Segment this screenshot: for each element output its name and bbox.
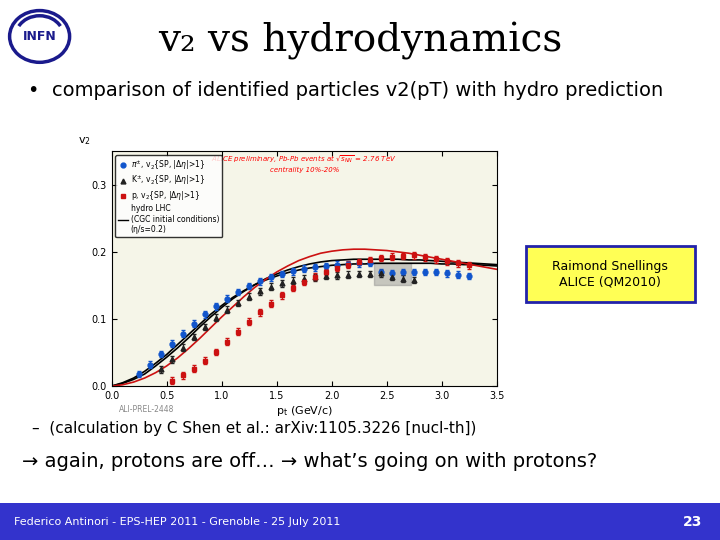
Text: INFN: INFN — [23, 30, 56, 43]
Text: ALI-PREL-2448: ALI-PREL-2448 — [119, 405, 174, 414]
Text: Raimond Snellings
ALICE (QM2010): Raimond Snellings ALICE (QM2010) — [552, 260, 668, 288]
Text: ALICE preliminary, Pb-Pb events at $\sqrt{s_{NN}}$ = 2.76 TeV
centrality 10%-20%: ALICE preliminary, Pb-Pb events at $\sqr… — [212, 153, 397, 173]
Text: Federico Antinori - EPS-HEP 2011 - Grenoble - 25 July 2011: Federico Antinori - EPS-HEP 2011 - Greno… — [14, 517, 341, 526]
FancyBboxPatch shape — [0, 503, 720, 540]
FancyBboxPatch shape — [526, 246, 695, 302]
Y-axis label: v$_{\mathregular{2}}$: v$_{\mathregular{2}}$ — [78, 134, 91, 146]
Text: –  (calculation by C Shen et al.: arXiv:1105.3226 [nucl-th]): – (calculation by C Shen et al.: arXiv:1… — [32, 421, 477, 436]
Text: •  comparison of identified particles v2(pT) with hydro prediction: • comparison of identified particles v2(… — [28, 81, 664, 100]
Text: → again, protons are off… → what’s going on with protons?: → again, protons are off… → what’s going… — [22, 452, 597, 471]
Text: 23: 23 — [683, 515, 702, 529]
X-axis label: p$_{\mathregular{t}}$ (GeV/c): p$_{\mathregular{t}}$ (GeV/c) — [276, 404, 333, 418]
Legend: $\pi^{\pm}$, v$_2${SP, |$\Delta\eta$|>1}, K$^{\pm}$, v$_2${SP, |$\Delta\eta$|>1}: $\pi^{\pm}$, v$_2${SP, |$\Delta\eta$|>1}… — [115, 155, 222, 237]
Text: v₂ vs hydrodynamics: v₂ vs hydrodynamics — [158, 22, 562, 59]
